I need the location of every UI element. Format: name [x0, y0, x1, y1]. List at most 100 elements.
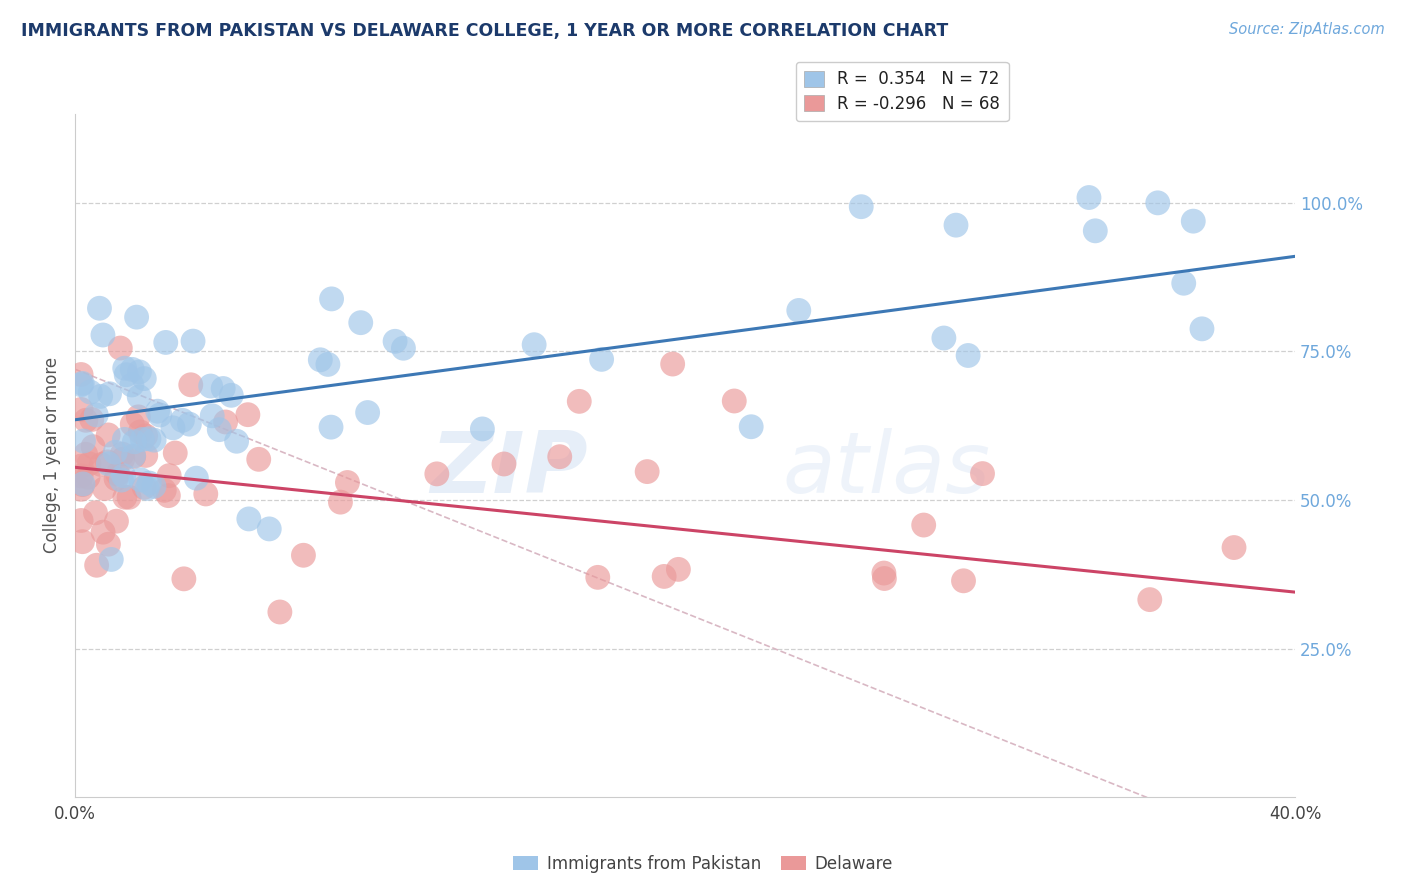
- Point: [70, 377, 93, 392]
- Point: [124, 434, 146, 449]
- Point: [70, 459, 93, 474]
- Point: [98, 386, 121, 401]
- Point: [75, 413, 97, 427]
- Point: [70, 402, 93, 417]
- Legend: R =  0.354   N = 72, R = -0.296   N = 68: R = 0.354 N = 72, R = -0.296 N = 68: [796, 62, 1008, 121]
- Point: [86, 558, 108, 573]
- Point: [93, 482, 115, 496]
- Point: [392, 341, 415, 355]
- Point: [70, 469, 93, 483]
- Point: [945, 218, 967, 232]
- Point: [1191, 322, 1213, 336]
- Point: [200, 379, 222, 393]
- Point: [972, 467, 994, 481]
- Point: [136, 482, 159, 496]
- Point: [80, 412, 103, 426]
- Point: [292, 548, 315, 562]
- Point: [91, 525, 114, 540]
- Point: [259, 522, 281, 536]
- Point: [173, 572, 195, 586]
- Point: [111, 452, 134, 467]
- Point: [72, 376, 94, 391]
- Point: [115, 368, 138, 382]
- Point: [70, 483, 93, 497]
- Point: [225, 434, 247, 449]
- Point: [97, 537, 120, 551]
- Point: [172, 413, 194, 427]
- Point: [138, 476, 160, 491]
- Point: [180, 377, 202, 392]
- Text: ZIP: ZIP: [430, 427, 588, 510]
- Point: [111, 447, 134, 461]
- Point: [740, 419, 762, 434]
- Point: [70, 368, 93, 382]
- Point: [97, 428, 120, 442]
- Point: [118, 491, 141, 505]
- Point: [212, 382, 235, 396]
- Text: IMMIGRANTS FROM PAKISTAN VS DELAWARE COLLEGE, 1 YEAR OR MORE CORRELATION CHART: IMMIGRANTS FROM PAKISTAN VS DELAWARE COL…: [21, 22, 948, 40]
- Point: [131, 433, 153, 447]
- Point: [309, 352, 332, 367]
- Point: [179, 417, 201, 431]
- Point: [247, 452, 270, 467]
- Point: [84, 506, 107, 520]
- Point: [932, 331, 955, 345]
- Point: [121, 378, 143, 392]
- Point: [219, 388, 242, 402]
- Point: [186, 471, 208, 485]
- Point: [70, 513, 93, 527]
- Point: [319, 420, 342, 434]
- Point: [125, 310, 148, 325]
- Point: [214, 415, 236, 429]
- Point: [91, 328, 114, 343]
- Point: [952, 574, 974, 588]
- Point: [114, 361, 136, 376]
- Point: [492, 457, 515, 471]
- Point: [873, 566, 896, 580]
- Point: [1182, 214, 1205, 228]
- Point: [1078, 190, 1101, 204]
- Point: [912, 518, 935, 533]
- Point: [652, 569, 675, 583]
- Point: [336, 475, 359, 490]
- Point: [75, 447, 97, 461]
- Point: [321, 292, 343, 306]
- Point: [97, 457, 120, 471]
- Point: [127, 409, 149, 424]
- Point: [851, 200, 873, 214]
- Point: [568, 394, 591, 409]
- Point: [153, 483, 176, 498]
- Point: [957, 349, 980, 363]
- Point: [155, 335, 177, 350]
- Point: [77, 457, 100, 471]
- Point: [426, 467, 449, 481]
- Point: [90, 458, 112, 472]
- Point: [1084, 224, 1107, 238]
- Point: [384, 334, 406, 349]
- Point: [129, 425, 152, 439]
- Point: [162, 421, 184, 435]
- Point: [82, 440, 104, 454]
- Point: [104, 445, 127, 459]
- Point: [122, 449, 145, 463]
- Point: [236, 408, 259, 422]
- Point: [723, 394, 745, 409]
- Point: [787, 303, 810, 318]
- Point: [72, 477, 94, 491]
- Point: [329, 495, 352, 509]
- Point: [121, 417, 143, 432]
- Point: [135, 429, 157, 443]
- Point: [89, 301, 111, 316]
- Point: [114, 490, 136, 504]
- Point: [157, 489, 180, 503]
- Point: [128, 365, 150, 379]
- Point: [110, 341, 132, 355]
- Point: [72, 477, 94, 491]
- Point: [100, 552, 122, 566]
- Point: [1146, 195, 1168, 210]
- Point: [1173, 277, 1195, 291]
- Point: [121, 362, 143, 376]
- Point: [96, 455, 118, 469]
- Point: [128, 390, 150, 404]
- Point: [149, 408, 172, 422]
